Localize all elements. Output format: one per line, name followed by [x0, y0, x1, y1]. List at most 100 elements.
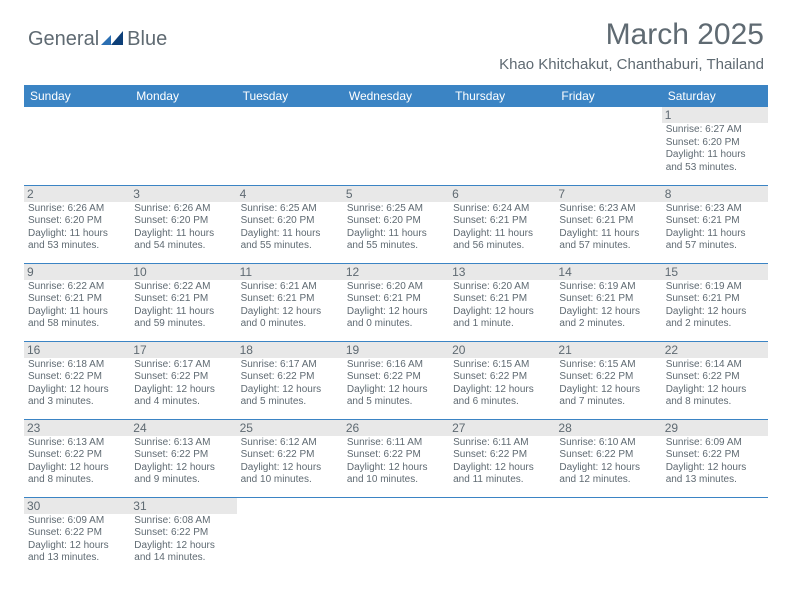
- location-label: Khao Khitchakut, Chanthaburi, Thailand: [499, 56, 764, 73]
- day-number: 11: [237, 264, 343, 280]
- calendar-cell: [449, 107, 555, 185]
- day-info: Sunrise: 6:23 AMSunset: 6:21 PMDaylight:…: [559, 203, 657, 253]
- day-info: Sunrise: 6:09 AMSunset: 6:22 PMDaylight:…: [666, 437, 764, 487]
- header: General Blue March 2025 Khao Khitchakut,…: [0, 0, 792, 79]
- calendar-cell: 6Sunrise: 6:24 AMSunset: 6:21 PMDaylight…: [449, 185, 555, 263]
- day-number: 29: [662, 420, 768, 436]
- day-number: 23: [24, 420, 130, 436]
- day-number: 14: [555, 264, 661, 280]
- calendar-cell: 19Sunrise: 6:16 AMSunset: 6:22 PMDayligh…: [343, 341, 449, 419]
- day-number: 26: [343, 420, 449, 436]
- calendar-cell: 5Sunrise: 6:25 AMSunset: 6:20 PMDaylight…: [343, 185, 449, 263]
- calendar-cell: 22Sunrise: 6:14 AMSunset: 6:22 PMDayligh…: [662, 341, 768, 419]
- calendar-cell: 10Sunrise: 6:22 AMSunset: 6:21 PMDayligh…: [130, 263, 236, 341]
- day-number: 20: [449, 342, 555, 358]
- calendar-cell: [343, 497, 449, 575]
- day-number: 30: [24, 498, 130, 514]
- calendar-cell: [237, 497, 343, 575]
- day-info: Sunrise: 6:11 AMSunset: 6:22 PMDaylight:…: [347, 437, 445, 487]
- calendar-cell: 18Sunrise: 6:17 AMSunset: 6:22 PMDayligh…: [237, 341, 343, 419]
- calendar-cell: 20Sunrise: 6:15 AMSunset: 6:22 PMDayligh…: [449, 341, 555, 419]
- day-number: 6: [449, 186, 555, 202]
- day-info: Sunrise: 6:25 AMSunset: 6:20 PMDaylight:…: [241, 203, 339, 253]
- day-header: Tuesday: [237, 85, 343, 107]
- day-info: Sunrise: 6:10 AMSunset: 6:22 PMDaylight:…: [559, 437, 657, 487]
- day-number: 3: [130, 186, 236, 202]
- day-info: Sunrise: 6:21 AMSunset: 6:21 PMDaylight:…: [241, 281, 339, 331]
- day-number: 19: [343, 342, 449, 358]
- calendar-row: 30Sunrise: 6:09 AMSunset: 6:22 PMDayligh…: [24, 497, 768, 575]
- day-info: Sunrise: 6:08 AMSunset: 6:22 PMDaylight:…: [134, 515, 232, 565]
- day-number: 31: [130, 498, 236, 514]
- logo-text-2: Blue: [127, 28, 167, 51]
- day-info: Sunrise: 6:20 AMSunset: 6:21 PMDaylight:…: [347, 281, 445, 331]
- calendar-row: 1Sunrise: 6:27 AMSunset: 6:20 PMDaylight…: [24, 107, 768, 185]
- day-info: Sunrise: 6:20 AMSunset: 6:21 PMDaylight:…: [453, 281, 551, 331]
- calendar-row: 9Sunrise: 6:22 AMSunset: 6:21 PMDaylight…: [24, 263, 768, 341]
- day-number: 8: [662, 186, 768, 202]
- calendar-cell: 24Sunrise: 6:13 AMSunset: 6:22 PMDayligh…: [130, 419, 236, 497]
- calendar-cell: 28Sunrise: 6:10 AMSunset: 6:22 PMDayligh…: [555, 419, 661, 497]
- calendar-row: 2Sunrise: 6:26 AMSunset: 6:20 PMDaylight…: [24, 185, 768, 263]
- day-number: 22: [662, 342, 768, 358]
- day-number: 21: [555, 342, 661, 358]
- day-header: Monday: [130, 85, 236, 107]
- flag-icon: [101, 31, 125, 49]
- calendar-row: 23Sunrise: 6:13 AMSunset: 6:22 PMDayligh…: [24, 419, 768, 497]
- calendar-cell: 30Sunrise: 6:09 AMSunset: 6:22 PMDayligh…: [24, 497, 130, 575]
- day-number: 27: [449, 420, 555, 436]
- day-info: Sunrise: 6:15 AMSunset: 6:22 PMDaylight:…: [453, 359, 551, 409]
- calendar-cell: [24, 107, 130, 185]
- day-number: 9: [24, 264, 130, 280]
- day-info: Sunrise: 6:11 AMSunset: 6:22 PMDaylight:…: [453, 437, 551, 487]
- day-info: Sunrise: 6:12 AMSunset: 6:22 PMDaylight:…: [241, 437, 339, 487]
- calendar-cell: 13Sunrise: 6:20 AMSunset: 6:21 PMDayligh…: [449, 263, 555, 341]
- calendar-row: 16Sunrise: 6:18 AMSunset: 6:22 PMDayligh…: [24, 341, 768, 419]
- day-info: Sunrise: 6:16 AMSunset: 6:22 PMDaylight:…: [347, 359, 445, 409]
- day-number: 12: [343, 264, 449, 280]
- day-header: Saturday: [662, 85, 768, 107]
- calendar-cell: [237, 107, 343, 185]
- calendar-cell: 12Sunrise: 6:20 AMSunset: 6:21 PMDayligh…: [343, 263, 449, 341]
- day-info: Sunrise: 6:26 AMSunset: 6:20 PMDaylight:…: [134, 203, 232, 253]
- calendar-cell: 2Sunrise: 6:26 AMSunset: 6:20 PMDaylight…: [24, 185, 130, 263]
- calendar-table: Sunday Monday Tuesday Wednesday Thursday…: [24, 85, 768, 575]
- calendar-cell: 3Sunrise: 6:26 AMSunset: 6:20 PMDaylight…: [130, 185, 236, 263]
- day-info: Sunrise: 6:19 AMSunset: 6:21 PMDaylight:…: [666, 281, 764, 331]
- calendar-cell: 21Sunrise: 6:15 AMSunset: 6:22 PMDayligh…: [555, 341, 661, 419]
- day-header: Wednesday: [343, 85, 449, 107]
- day-number: 5: [343, 186, 449, 202]
- day-number: 13: [449, 264, 555, 280]
- calendar-cell: 7Sunrise: 6:23 AMSunset: 6:21 PMDaylight…: [555, 185, 661, 263]
- calendar-cell: 8Sunrise: 6:23 AMSunset: 6:21 PMDaylight…: [662, 185, 768, 263]
- calendar-cell: 11Sunrise: 6:21 AMSunset: 6:21 PMDayligh…: [237, 263, 343, 341]
- day-info: Sunrise: 6:26 AMSunset: 6:20 PMDaylight:…: [28, 203, 126, 253]
- day-header: Sunday: [24, 85, 130, 107]
- day-info: Sunrise: 6:27 AMSunset: 6:20 PMDaylight:…: [666, 124, 764, 174]
- day-header: Friday: [555, 85, 661, 107]
- day-number: 24: [130, 420, 236, 436]
- calendar-cell: 14Sunrise: 6:19 AMSunset: 6:21 PMDayligh…: [555, 263, 661, 341]
- calendar-cell: 29Sunrise: 6:09 AMSunset: 6:22 PMDayligh…: [662, 419, 768, 497]
- day-header: Thursday: [449, 85, 555, 107]
- day-number: 18: [237, 342, 343, 358]
- day-number: 2: [24, 186, 130, 202]
- day-info: Sunrise: 6:24 AMSunset: 6:21 PMDaylight:…: [453, 203, 551, 253]
- calendar-cell: [555, 497, 661, 575]
- calendar-cell: [662, 497, 768, 575]
- day-number: 10: [130, 264, 236, 280]
- calendar-cell: 16Sunrise: 6:18 AMSunset: 6:22 PMDayligh…: [24, 341, 130, 419]
- calendar-cell: [555, 107, 661, 185]
- calendar-cell: 26Sunrise: 6:11 AMSunset: 6:22 PMDayligh…: [343, 419, 449, 497]
- day-info: Sunrise: 6:23 AMSunset: 6:21 PMDaylight:…: [666, 203, 764, 253]
- calendar-cell: [449, 497, 555, 575]
- day-info: Sunrise: 6:22 AMSunset: 6:21 PMDaylight:…: [134, 281, 232, 331]
- calendar-cell: 4Sunrise: 6:25 AMSunset: 6:20 PMDaylight…: [237, 185, 343, 263]
- logo-text-1: General: [28, 28, 99, 51]
- day-number: 17: [130, 342, 236, 358]
- calendar-cell: [343, 107, 449, 185]
- day-info: Sunrise: 6:19 AMSunset: 6:21 PMDaylight:…: [559, 281, 657, 331]
- calendar-cell: 9Sunrise: 6:22 AMSunset: 6:21 PMDaylight…: [24, 263, 130, 341]
- day-number: 1: [662, 107, 768, 123]
- day-info: Sunrise: 6:13 AMSunset: 6:22 PMDaylight:…: [28, 437, 126, 487]
